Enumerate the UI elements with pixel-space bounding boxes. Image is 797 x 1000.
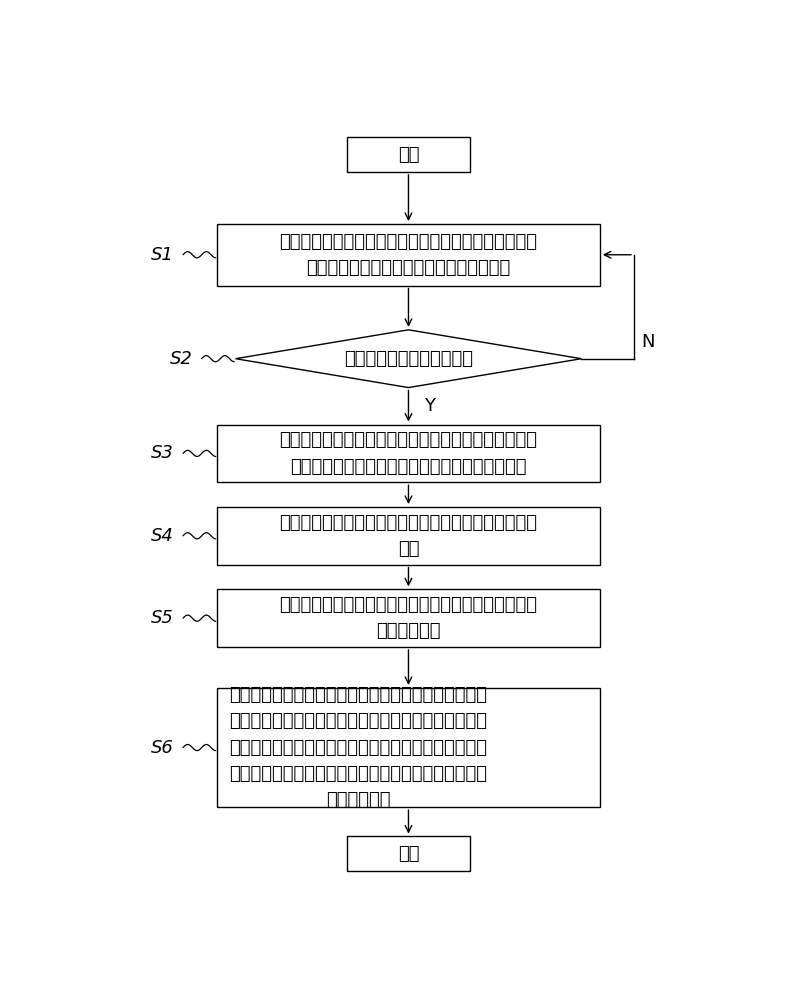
Text: S1: S1 — [151, 246, 174, 264]
Bar — [217, 224, 600, 286]
Text: S3: S3 — [151, 444, 174, 462]
Text: S5: S5 — [151, 609, 174, 627]
Polygon shape — [236, 330, 582, 388]
Text: 将集成滤光共振泡的温度设定为一固定值，改变光谱灯
的光强并测量对应的铷原子频标的输出频率: 将集成滤光共振泡的温度设定为一固定值，改变光谱灯 的光强并测量对应的铷原子频标的… — [280, 233, 537, 277]
Bar — [217, 589, 600, 647]
Text: 结束: 结束 — [398, 845, 419, 863]
Bar — [347, 137, 470, 172]
Text: 获得铷原子频标的输出频率与光谱灯的光强无关时集成
滤光共振泡的温度，并保持集成滤光共振泡的温度: 获得铷原子频标的输出频率与光谱灯的光强无关时集成 滤光共振泡的温度，并保持集成滤… — [280, 431, 537, 476]
Text: 数字频率合成器根据微处理器发送的频率合成指令产生
综合调制信号: 数字频率合成器根据微处理器发送的频率合成指令产生 综合调制信号 — [280, 596, 537, 640]
Text: 判断测得的输出频率相同？: 判断测得的输出频率相同？ — [344, 350, 473, 368]
Bar — [217, 507, 600, 565]
Bar — [217, 688, 600, 807]
Bar — [217, 425, 600, 482]
Text: S2: S2 — [170, 350, 192, 368]
Bar — [347, 836, 470, 871]
Text: S6: S6 — [151, 739, 174, 757]
Text: N: N — [642, 333, 655, 351]
Text: S4: S4 — [151, 527, 174, 545]
Text: 射频倍频单元和微波倍、混频单元将压控晶体振荡器的
输出频率信号和综合调制信号进行倍频和混频得到相干
微波探询信号，并将相干微波探询信号作用于集成滤光
共振泡，且: 射频倍频单元和微波倍、混频单元将压控晶体振荡器的 输出频率信号和综合调制信号进行… — [230, 686, 487, 809]
Text: 在光谱灯和集成滤光共振泡之间放置磁性超精细成分滤
光片: 在光谱灯和集成滤光共振泡之间放置磁性超精细成分滤 光片 — [280, 514, 537, 558]
Text: 开始: 开始 — [398, 146, 419, 164]
Text: Y: Y — [424, 397, 435, 415]
